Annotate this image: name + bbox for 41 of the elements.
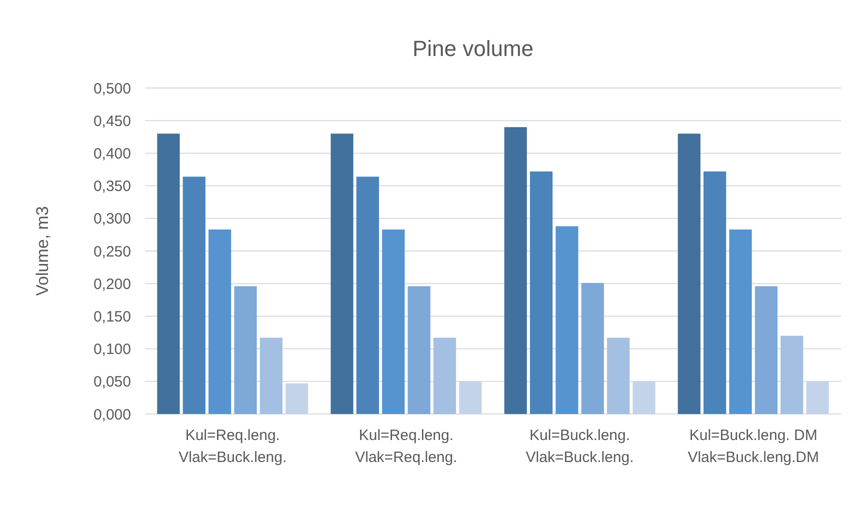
y-tick-label: 0,300	[93, 210, 131, 228]
bar	[704, 171, 726, 414]
bar	[581, 282, 604, 414]
bar	[382, 229, 405, 414]
bar	[459, 381, 482, 414]
bar	[556, 226, 578, 414]
bar	[780, 336, 804, 414]
y-tick-label: 0,100	[93, 341, 131, 358]
y-tick-label: 0,250	[93, 243, 131, 260]
chart-title: Pine volume	[412, 36, 534, 61]
bar	[356, 176, 379, 414]
bar	[260, 338, 282, 414]
y-tick-label: 0,000	[93, 406, 131, 424]
bar	[408, 286, 430, 414]
bar	[286, 383, 308, 414]
bar	[530, 171, 553, 414]
y-tick-label: 0,400	[93, 145, 131, 162]
bar	[433, 338, 456, 414]
bar	[607, 338, 630, 414]
bar	[157, 134, 180, 414]
y-axis-title: Volume, m3	[33, 206, 52, 296]
bar	[182, 176, 206, 414]
bar	[729, 229, 752, 414]
bar	[504, 127, 527, 414]
bar	[632, 381, 656, 414]
y-tick-label: 0,500	[93, 80, 131, 98]
bar	[234, 286, 257, 414]
y-tick-label: 0,200	[93, 276, 131, 293]
x-tick-label: Kul=Buck.leng. DM Vlak=Buck.leng.DM	[688, 427, 820, 466]
y-tick-label: 0,150	[93, 308, 131, 326]
bar	[208, 229, 232, 414]
bar	[678, 134, 700, 414]
x-tick-label: Kul=Buck.leng. Vlak=Buck.leng.	[526, 427, 634, 466]
x-tick-label: Kul=Req.leng. Vlak=Req.leng.	[355, 427, 458, 466]
y-tick-label: 0,450	[93, 112, 131, 130]
y-tick-label: 0,350	[93, 178, 131, 196]
bar	[330, 134, 354, 414]
x-tick-label: Kul=Req.leng. Vlak=Buck.leng.	[178, 427, 287, 466]
y-tick-label: 0,050	[93, 374, 131, 391]
bar	[806, 381, 829, 414]
bar	[754, 286, 778, 414]
